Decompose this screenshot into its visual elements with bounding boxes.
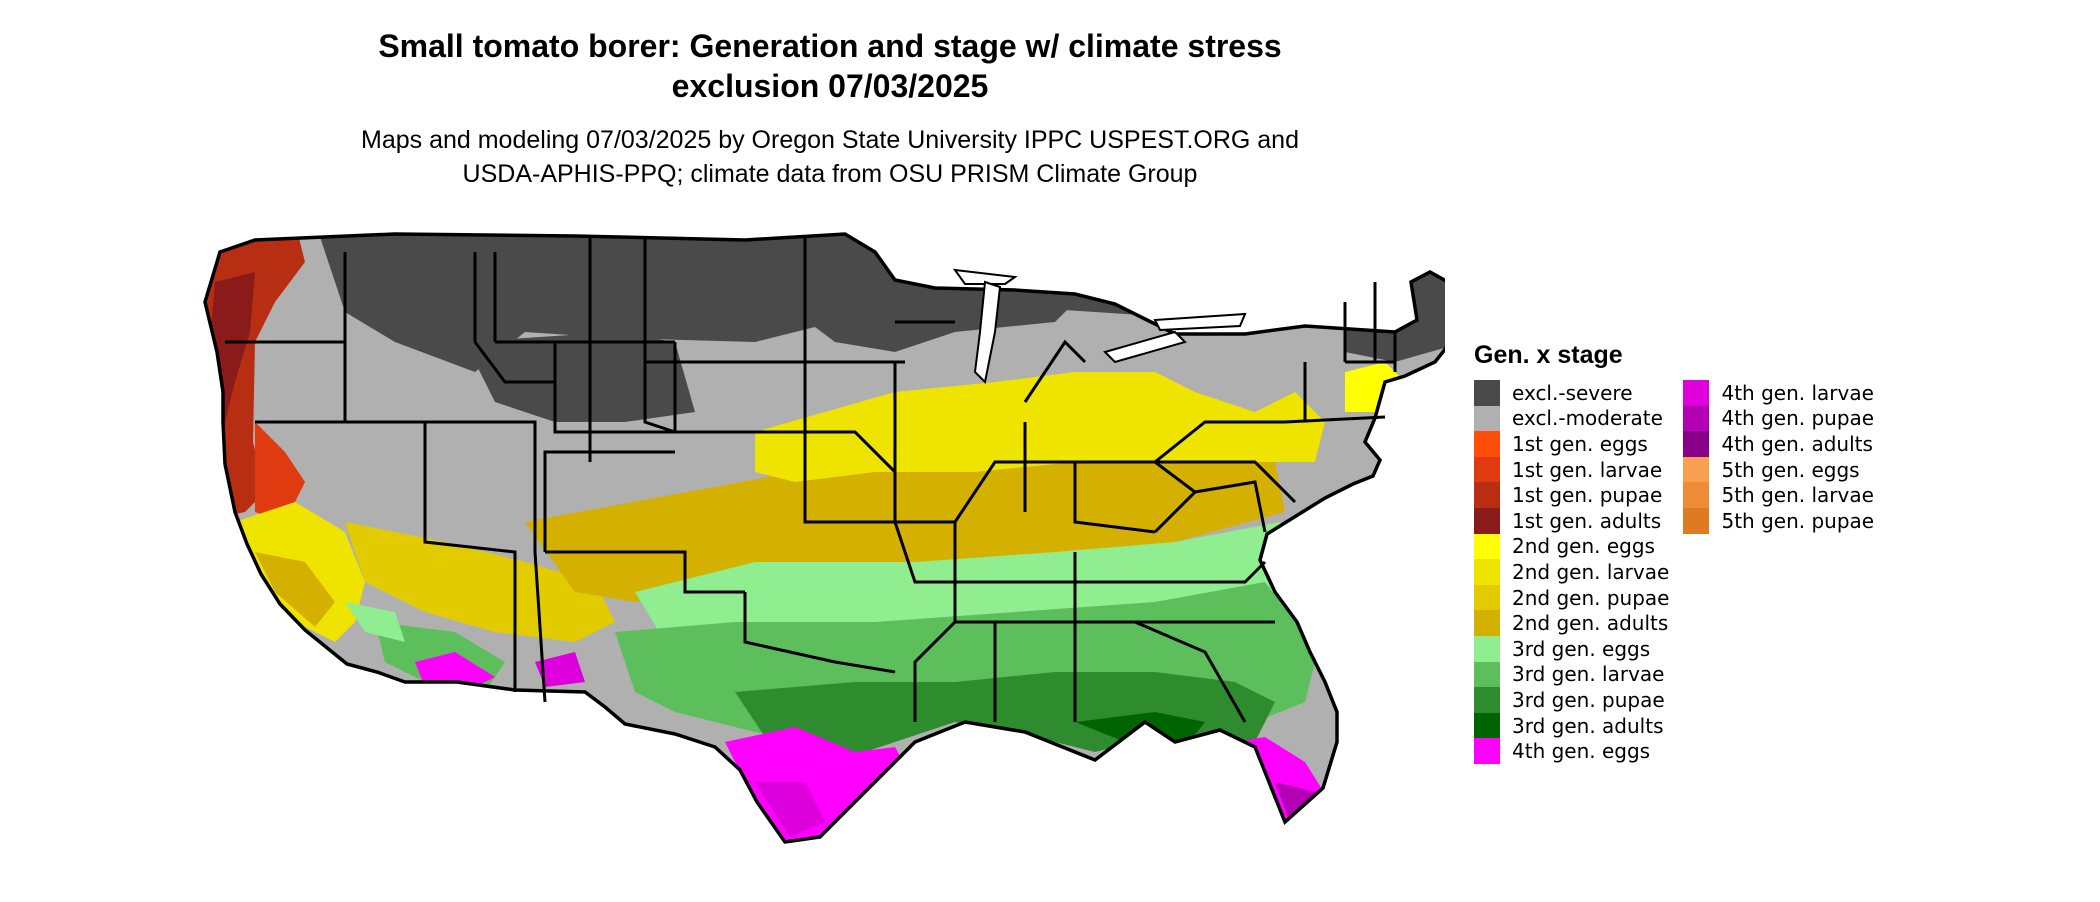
map-legend: Gen. x stage excl.-severe excl.-moderate 1… — [1474, 340, 1874, 764]
legend-label: 1st gen. larvae — [1512, 457, 1663, 482]
legend-label: 5th gen. eggs — [1721, 457, 1860, 482]
legend-swatch — [1474, 559, 1500, 585]
legend-item: 1st gen. larvae — [1474, 456, 1669, 483]
legend-item: excl.-moderate — [1474, 405, 1669, 432]
legend-item: 1st gen. eggs — [1474, 431, 1669, 457]
legend-swatch — [1474, 380, 1500, 406]
state-boundaries — [225, 237, 1397, 723]
legend-label: 1st gen. eggs — [1512, 431, 1648, 456]
legend-swatch — [1474, 533, 1500, 560]
legend-item: 4th gen. adults — [1683, 431, 1874, 457]
legend-label: 1st gen. pupae — [1512, 483, 1663, 508]
legend-label: 3rd gen. larvae — [1512, 662, 1665, 687]
legend-swatch — [1683, 405, 1710, 432]
legend-swatch — [1683, 456, 1710, 483]
legend-item: 5th gen. pupae — [1683, 507, 1875, 534]
legend-item: 3rd gen. eggs — [1474, 635, 1669, 662]
us-generation-stage-map — [203, 232, 1445, 844]
map-title: Small tomato borer: Generation and stage… — [230, 26, 1430, 106]
legend-label: 4th gen. adults — [1721, 431, 1873, 456]
legend-label: 5th gen. pupae — [1721, 508, 1875, 533]
map-subtitle-line-1: Maps and modeling 07/03/2025 by Oregon S… — [361, 126, 1299, 154]
legend-label: 5th gen. larvae — [1721, 483, 1874, 508]
legend-swatch — [1683, 507, 1710, 534]
legend-item: 4th gen. eggs — [1474, 738, 1669, 764]
legend-label: excl.-moderate — [1512, 406, 1663, 431]
legend-item: 5th gen. eggs — [1683, 456, 1874, 483]
legend-swatch — [1474, 712, 1500, 739]
legend-item: 2nd gen. eggs — [1474, 533, 1669, 560]
legend-swatch — [1474, 738, 1500, 764]
legend-swatch — [1474, 661, 1500, 688]
legend-item: 3rd gen. adults — [1474, 712, 1669, 739]
legend-item: 5th gen. larvae — [1683, 482, 1874, 508]
legend-swatch — [1474, 405, 1500, 432]
us-outline — [203, 232, 1445, 844]
legend-swatch — [1683, 431, 1710, 457]
great-lakes — [952, 268, 1247, 385]
legend-swatch — [1474, 635, 1500, 662]
map-fill-regions — [205, 234, 1445, 842]
legend-item: 4th gen. pupae — [1683, 405, 1875, 432]
legend-label: 3rd gen. pupae — [1512, 687, 1665, 712]
legend-item: 3rd gen. pupae — [1474, 687, 1669, 713]
legend-item: 2nd gen. adults — [1474, 610, 1669, 636]
legend-swatch — [1683, 380, 1710, 406]
legend-label: 4th gen. eggs — [1512, 739, 1651, 764]
legend-swatch — [1474, 610, 1500, 636]
map-subtitle: Maps and modeling 07/03/2025 by Oregon S… — [230, 123, 1430, 191]
legend-swatch — [1474, 456, 1500, 483]
legend-label: 3rd gen. adults — [1512, 713, 1664, 738]
legend-label: 2nd gen. larvae — [1512, 559, 1670, 584]
legend-item: 1st gen. pupae — [1474, 482, 1669, 508]
legend-swatch — [1474, 687, 1500, 713]
map-title-line-2: exclusion 07/03/2025 — [671, 68, 989, 104]
legend-swatch — [1683, 482, 1710, 508]
legend-label: 2nd gen. adults — [1512, 611, 1669, 636]
legend-swatch — [1474, 482, 1500, 508]
legend-column-2: 4th gen. larvae 4th gen. pupae 4th gen. ad… — [1683, 380, 1874, 764]
legend-item: 3rd gen. larvae — [1474, 661, 1669, 688]
legend-item: 2nd gen. larvae — [1474, 559, 1669, 585]
legend-label: 2nd gen. eggs — [1512, 534, 1655, 559]
legend-label: 4th gen. pupae — [1721, 406, 1875, 431]
legend-item: excl.-severe — [1474, 380, 1669, 406]
legend-title: Gen. x stage — [1474, 341, 1623, 369]
legend-item: 2nd gen. pupae — [1474, 584, 1670, 611]
legend-item: 1st gen. adults — [1474, 507, 1669, 534]
legend-swatch — [1474, 431, 1500, 457]
legend-label: excl.-severe — [1512, 380, 1633, 405]
legend-swatch — [1474, 584, 1500, 611]
legend-label: 4th gen. larvae — [1721, 380, 1874, 405]
legend-item: 4th gen. larvae — [1683, 380, 1874, 406]
legend-column-1: excl.-severe excl.-moderate 1st gen. eggs 1… — [1474, 380, 1669, 764]
legend-label: 2nd gen. pupae — [1512, 585, 1670, 610]
map-subtitle-line-2: USDA-APHIS-PPQ; climate data from OSU PR… — [462, 160, 1198, 188]
legend-label: 1st gen. adults — [1512, 508, 1662, 533]
legend-swatch — [1474, 507, 1500, 534]
map-title-line-1: Small tomato borer: Generation and stage… — [378, 28, 1282, 64]
legend-label: 3rd gen. eggs — [1512, 636, 1651, 661]
